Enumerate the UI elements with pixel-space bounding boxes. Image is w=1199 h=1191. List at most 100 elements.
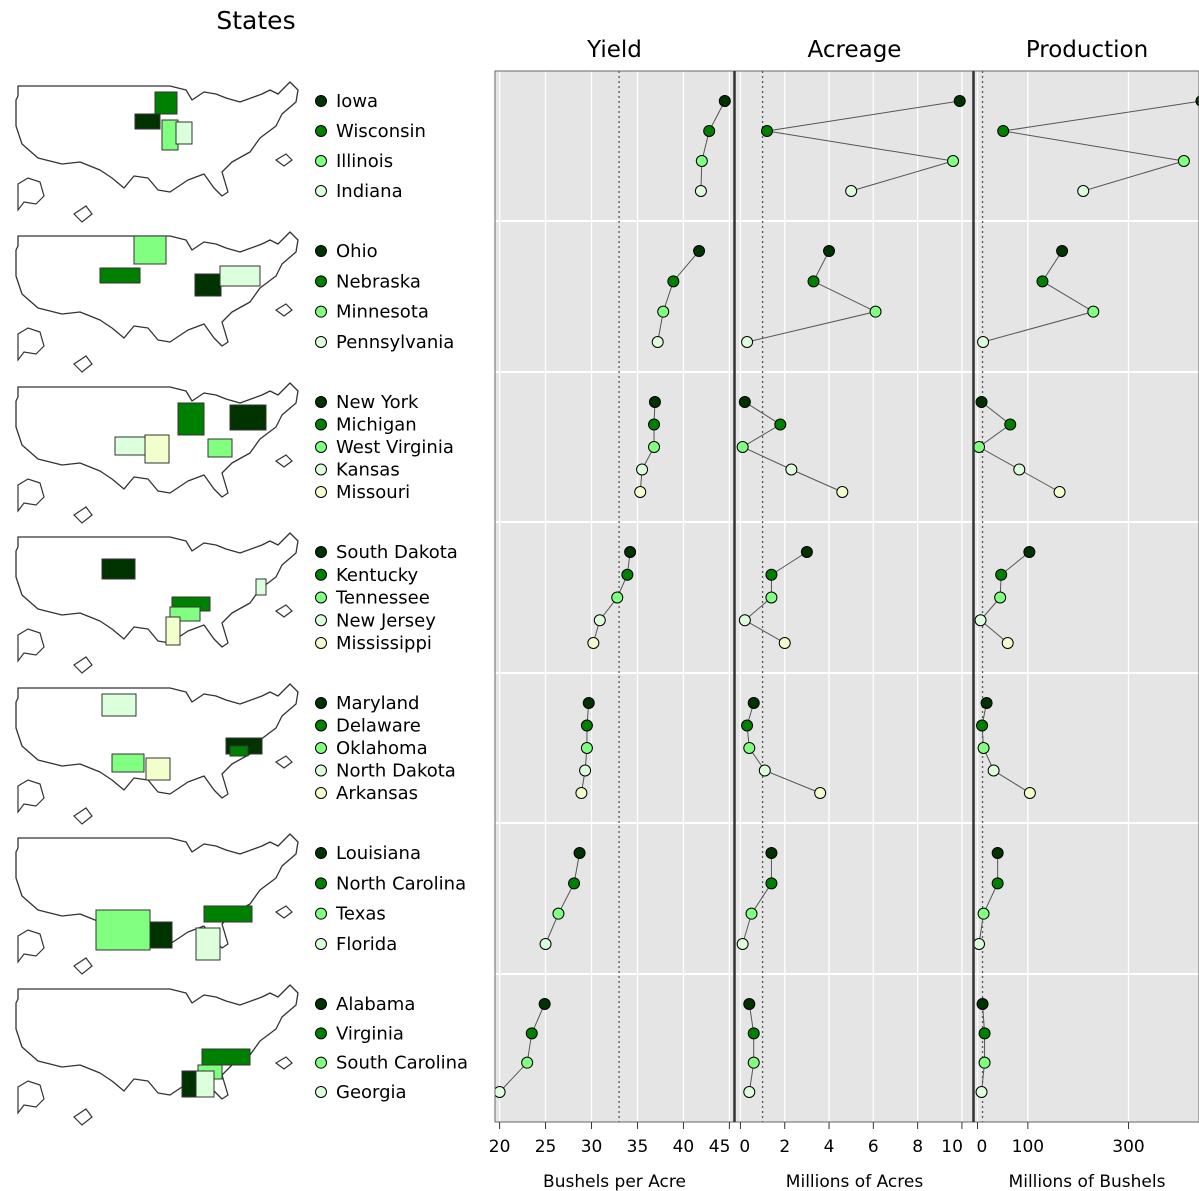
point-acreage-missouri xyxy=(836,486,849,498)
hawaii-outline xyxy=(73,807,93,825)
legend-marker-delaware xyxy=(315,719,327,732)
point-production-south-dakota xyxy=(1023,546,1036,558)
tick-label-yield: 40 xyxy=(673,1137,695,1157)
series-line-acreage xyxy=(766,100,960,192)
state-maps xyxy=(15,81,299,1126)
axis-label-acreage: Millions of Acres xyxy=(786,1172,924,1191)
tick-label-production: 300 xyxy=(1112,1137,1144,1157)
point-production-alabama xyxy=(976,998,989,1010)
hawaii-outline xyxy=(73,656,93,674)
legend-marker-oklahoma xyxy=(315,742,327,754)
legend-label-missouri: Missouri xyxy=(336,482,410,503)
legend-label-south-dakota: South Dakota xyxy=(336,542,458,563)
highlighted-state xyxy=(165,616,181,646)
point-yield-georgia xyxy=(495,1086,506,1098)
tick-label-acreage: 4 xyxy=(824,1137,835,1157)
point-yield-minnesota xyxy=(657,305,670,318)
us-outline xyxy=(15,984,299,1100)
island-outline xyxy=(274,755,293,769)
point-yield-wisconsin xyxy=(703,125,716,137)
point-production-indiana xyxy=(1077,185,1090,197)
point-production-west-virginia xyxy=(973,441,986,453)
legend-label-mississippi: Mississippi xyxy=(336,633,432,654)
highlighted-state xyxy=(149,921,173,949)
highlighted-state xyxy=(99,267,141,284)
legend-marker-texas xyxy=(315,907,327,920)
highlighted-state xyxy=(195,1070,215,1098)
island-outline xyxy=(274,454,293,468)
tick-label-production: 100 xyxy=(1012,1137,1044,1157)
legend-marker-nebraska xyxy=(315,275,327,288)
legend-label-kansas: Kansas xyxy=(336,460,400,481)
highlighted-state xyxy=(207,438,233,458)
point-yield-arkansas xyxy=(575,787,588,799)
point-yield-iowa xyxy=(718,95,731,107)
tick-label-acreage: 2 xyxy=(779,1137,790,1157)
point-production-oklahoma xyxy=(977,742,990,754)
series-line-production xyxy=(982,250,1095,343)
legend-marker-ohio xyxy=(315,245,327,257)
legend-marker-maryland xyxy=(315,697,327,709)
island-outline xyxy=(274,303,293,317)
point-production-north-carolina xyxy=(991,877,1004,890)
tick-label-yield: 45 xyxy=(709,1137,731,1157)
us-map xyxy=(15,81,299,223)
point-yield-north-dakota xyxy=(579,764,592,777)
point-acreage-north-dakota xyxy=(758,764,771,777)
point-acreage-iowa xyxy=(953,95,966,107)
point-yield-mississippi xyxy=(587,637,600,649)
plot-background xyxy=(495,71,1199,1122)
us-map xyxy=(15,231,299,373)
island-outline xyxy=(274,1056,293,1070)
point-acreage-arkansas xyxy=(814,787,827,799)
us-outline xyxy=(15,231,299,347)
alaska-outline xyxy=(17,1080,45,1115)
point-production-virginia xyxy=(978,1027,991,1040)
legend-label-west-virginia: West Virginia xyxy=(336,437,454,458)
point-yield-new-york xyxy=(648,396,661,408)
point-production-minnesota xyxy=(1087,305,1100,318)
highlighted-state xyxy=(195,927,221,961)
legend-label-minnesota: Minnesota xyxy=(336,302,429,323)
point-yield-florida xyxy=(539,938,552,950)
point-production-delaware xyxy=(976,719,989,732)
point-production-north-dakota xyxy=(987,764,1000,777)
legend-label-new-york: New York xyxy=(336,392,419,413)
tick-label-production: 0 xyxy=(977,1137,988,1157)
point-yield-kentucky xyxy=(621,568,634,581)
legend-marker-michigan xyxy=(315,418,327,431)
us-map xyxy=(15,532,299,674)
point-yield-pennsylvania xyxy=(651,336,664,348)
legend-label-new-jersey: New Jersey xyxy=(336,610,436,631)
panel-headers: Yield Acreage Production xyxy=(586,37,1148,63)
point-yield-tennessee xyxy=(611,591,624,604)
legend-marker-wisconsin xyxy=(315,125,327,137)
point-acreage-south-carolina xyxy=(747,1056,760,1069)
point-yield-alabama xyxy=(538,998,551,1010)
point-acreage-pennsylvania xyxy=(741,336,754,348)
legend-label-south-carolina: South Carolina xyxy=(336,1053,468,1074)
point-acreage-virginia xyxy=(747,1027,760,1040)
highlighted-state xyxy=(255,578,267,596)
alaska-outline xyxy=(17,779,45,814)
tick-label-yield: 30 xyxy=(581,1137,603,1157)
legend-label-oklahoma: Oklahoma xyxy=(336,738,428,759)
point-yield-north-carolina xyxy=(568,877,581,890)
series-line-acreage xyxy=(748,1003,755,1093)
legend-marker-minnesota xyxy=(315,305,327,318)
point-acreage-alabama xyxy=(743,998,756,1010)
hawaii-outline xyxy=(73,506,93,524)
point-acreage-new-jersey xyxy=(738,614,751,627)
series-line-acreage xyxy=(746,250,878,343)
legend-marker-florida xyxy=(315,938,327,950)
highlighted-state xyxy=(175,121,193,145)
point-production-mississippi xyxy=(1001,637,1014,649)
legend-marker-kansas xyxy=(315,463,327,476)
legend-label-delaware: Delaware xyxy=(336,716,421,737)
legend-marker-arkansas xyxy=(315,787,327,799)
highlighted-state xyxy=(219,265,261,287)
point-yield-texas xyxy=(552,907,565,920)
hawaii-outline xyxy=(73,355,93,373)
legend-marker-south-dakota xyxy=(315,546,327,558)
point-yield-south-carolina xyxy=(521,1056,534,1069)
